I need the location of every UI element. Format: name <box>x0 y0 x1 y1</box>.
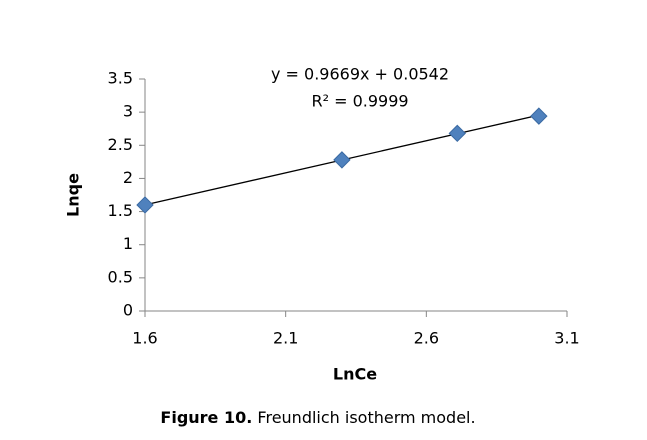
y-tick-label: 3 <box>123 102 133 121</box>
r-squared: R² = 0.9999 <box>311 92 408 111</box>
x-tick-label: 3.1 <box>554 329 579 348</box>
point <box>333 151 351 169</box>
point <box>136 196 154 214</box>
y-tick-label: 2.5 <box>108 135 133 154</box>
y-axis-title: Lnqe <box>64 173 83 217</box>
y-tick-label: 3.5 <box>108 69 133 88</box>
point <box>448 124 466 143</box>
y-tick-label: 0.5 <box>108 267 133 286</box>
caption-label: Figure 10. <box>160 408 252 427</box>
y-tick-label: 1 <box>123 234 133 253</box>
y-tick-label: 0 <box>123 301 133 320</box>
x-tick-label: 2.6 <box>414 329 439 348</box>
trendline-equation: y = 0.9669x + 0.0542 <box>271 65 449 84</box>
point <box>530 107 548 125</box>
y-tick-label: 1.5 <box>108 201 133 220</box>
x-tick-label: 2.1 <box>273 329 298 348</box>
caption: Figure 10. Freundlich isotherm model. <box>160 408 475 427</box>
caption-text: Freundlich isotherm model. <box>257 408 475 427</box>
x-axis-title: LnCe <box>333 365 377 384</box>
x-tick-label: 1.6 <box>132 329 157 348</box>
y-tick-label: 2 <box>123 168 133 187</box>
